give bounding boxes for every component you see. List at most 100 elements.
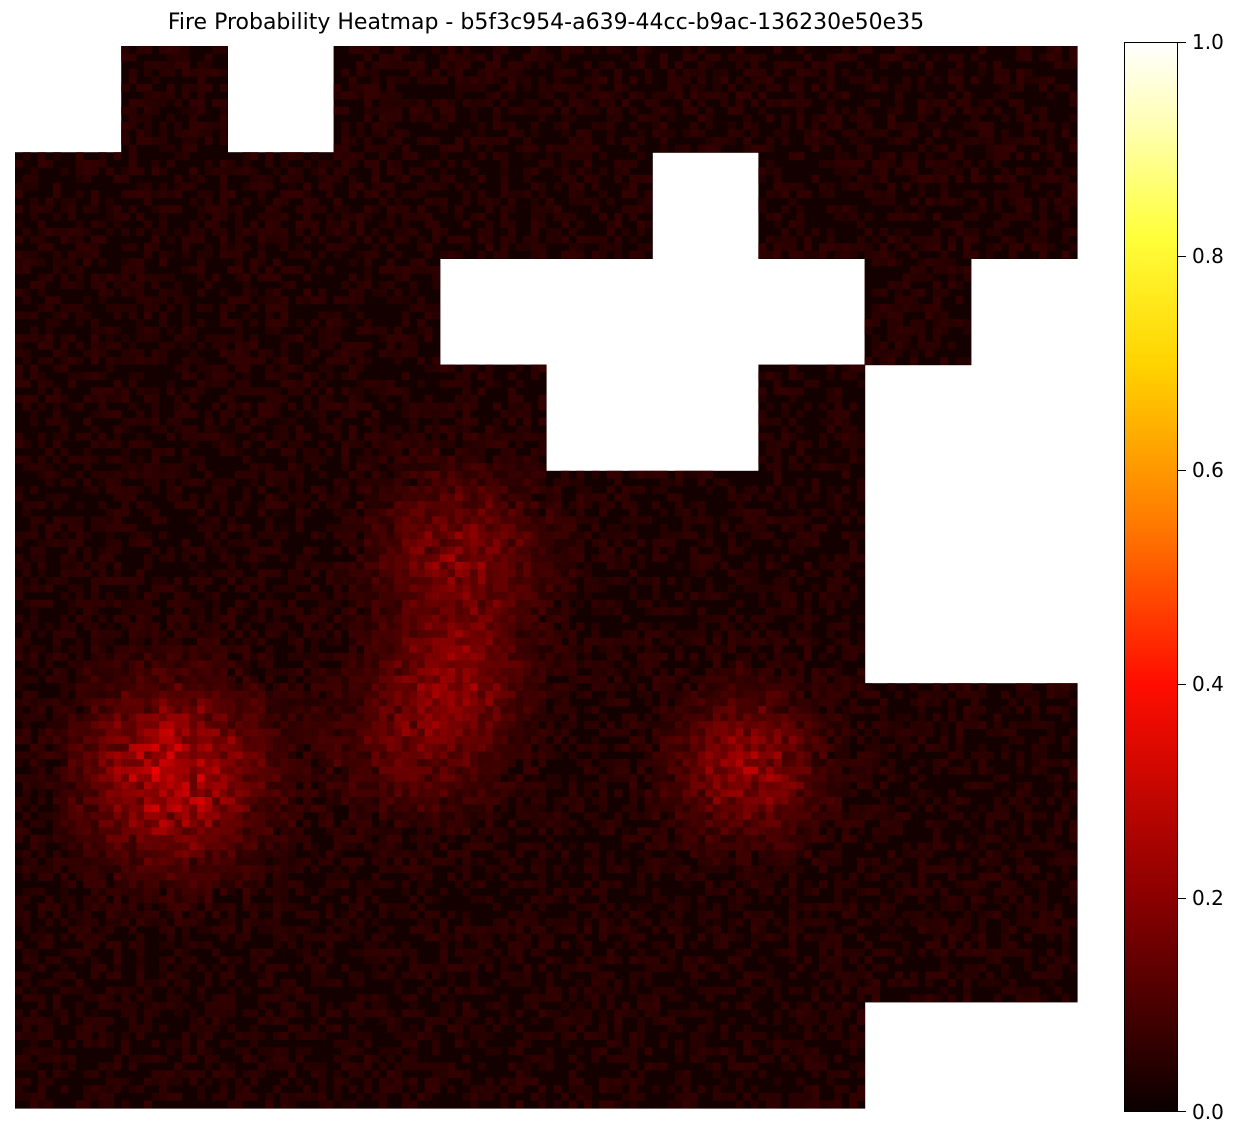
heatmap-cell bbox=[735, 493, 744, 502]
heatmap-cell bbox=[492, 68, 501, 77]
heatmap-cell bbox=[310, 463, 319, 472]
heatmap-cell bbox=[705, 485, 714, 494]
heatmap-cell bbox=[68, 736, 76, 745]
heatmap-cell bbox=[568, 182, 577, 191]
heatmap-cell bbox=[204, 531, 213, 540]
heatmap-cell bbox=[644, 599, 653, 608]
heatmap-cell bbox=[181, 243, 190, 252]
heatmap-cell bbox=[629, 546, 638, 555]
heatmap-cell bbox=[720, 76, 729, 85]
heatmap-cell bbox=[174, 630, 183, 638]
heatmap-cell bbox=[553, 182, 562, 191]
heatmap-cell bbox=[614, 668, 623, 676]
heatmap-cell bbox=[219, 114, 228, 123]
heatmap-cell bbox=[515, 668, 524, 676]
heatmap-cell bbox=[106, 212, 114, 221]
heatmap-cell bbox=[591, 577, 600, 585]
heatmap-cell bbox=[212, 637, 221, 646]
heatmap-cell bbox=[45, 523, 54, 532]
heatmap-cell bbox=[227, 622, 236, 631]
heatmap-cell bbox=[257, 349, 266, 358]
heatmap-cell bbox=[386, 577, 395, 585]
heatmap-cell bbox=[417, 303, 425, 312]
heatmap-cell bbox=[326, 357, 334, 365]
heatmap-cell bbox=[60, 569, 69, 578]
heatmap-cell bbox=[234, 508, 243, 517]
heatmap-cell bbox=[735, 76, 744, 85]
heatmap-cell bbox=[834, 144, 843, 153]
heatmap-cell bbox=[932, 303, 941, 312]
heatmap-cell bbox=[712, 554, 721, 563]
heatmap-cell bbox=[333, 152, 342, 161]
heatmap-cell bbox=[204, 159, 213, 168]
heatmap-cell bbox=[98, 349, 107, 358]
heatmap-cell bbox=[591, 599, 600, 608]
heatmap-cell bbox=[98, 372, 107, 381]
heatmap-cell bbox=[955, 174, 964, 183]
heatmap-cell bbox=[15, 220, 23, 229]
heatmap-cell bbox=[197, 478, 205, 487]
heatmap-cell bbox=[189, 425, 198, 434]
heatmap-cell bbox=[447, 478, 456, 487]
heatmap-cell bbox=[386, 265, 395, 274]
heatmap-cell bbox=[386, 379, 395, 388]
heatmap-cell bbox=[508, 478, 516, 487]
heatmap-cell bbox=[22, 584, 31, 593]
heatmap-cell bbox=[705, 577, 714, 585]
heatmap-cell bbox=[394, 455, 403, 464]
heatmap-cell bbox=[295, 493, 304, 502]
heatmap-tile bbox=[758, 577, 866, 684]
heatmap-cell bbox=[576, 599, 585, 608]
heatmap-cell bbox=[940, 159, 949, 168]
heatmap-cell bbox=[60, 561, 69, 570]
heatmap-cell bbox=[955, 319, 964, 327]
heatmap-cell bbox=[728, 129, 736, 138]
heatmap-cell bbox=[515, 463, 524, 472]
heatmap-cell bbox=[674, 645, 683, 654]
heatmap-cell bbox=[910, 129, 918, 138]
heatmap-cell bbox=[629, 675, 638, 684]
heatmap-cell bbox=[318, 326, 327, 335]
heatmap-cell bbox=[394, 61, 403, 70]
heatmap-cell bbox=[629, 630, 638, 638]
heatmap-cell bbox=[90, 599, 99, 608]
heatmap-cell bbox=[674, 61, 683, 70]
heatmap-cell bbox=[447, 622, 456, 631]
heatmap-cell bbox=[106, 683, 114, 692]
heatmap-cell bbox=[181, 61, 190, 70]
heatmap-cell bbox=[454, 425, 463, 434]
heatmap-cell bbox=[697, 501, 706, 510]
heatmap-cell bbox=[432, 599, 441, 608]
heatmap-cell bbox=[462, 508, 471, 517]
heatmap-cell bbox=[409, 349, 418, 358]
heatmap-cell bbox=[113, 645, 122, 654]
heatmap-cell bbox=[492, 137, 501, 145]
heatmap-cell bbox=[462, 440, 471, 449]
heatmap-cell bbox=[121, 53, 130, 62]
heatmap-cell bbox=[212, 645, 221, 654]
heatmap-cell bbox=[394, 205, 403, 214]
heatmap-cell bbox=[614, 91, 623, 100]
heatmap-cell bbox=[849, 546, 858, 555]
heatmap-cell bbox=[758, 675, 767, 684]
heatmap-cell bbox=[37, 372, 46, 381]
heatmap-cell bbox=[902, 243, 911, 252]
heatmap-cell bbox=[674, 652, 683, 661]
heatmap-cell bbox=[83, 258, 92, 267]
heatmap-cell bbox=[303, 546, 312, 555]
heatmap-cell bbox=[98, 235, 107, 244]
heatmap-cell bbox=[621, 137, 630, 145]
heatmap-cell bbox=[151, 296, 160, 305]
heatmap-cell bbox=[189, 614, 198, 623]
heatmap-cell bbox=[728, 137, 736, 145]
heatmap-cell bbox=[68, 546, 76, 555]
heatmap-cell bbox=[242, 485, 251, 494]
heatmap-cell bbox=[432, 478, 441, 487]
heatmap-cell bbox=[212, 334, 221, 343]
heatmap-cell bbox=[151, 394, 160, 403]
heatmap-cell bbox=[136, 296, 145, 305]
heatmap-cell bbox=[470, 432, 479, 441]
heatmap-cell bbox=[189, 607, 198, 616]
heatmap-cell bbox=[250, 478, 259, 487]
heatmap-cell bbox=[348, 372, 357, 381]
